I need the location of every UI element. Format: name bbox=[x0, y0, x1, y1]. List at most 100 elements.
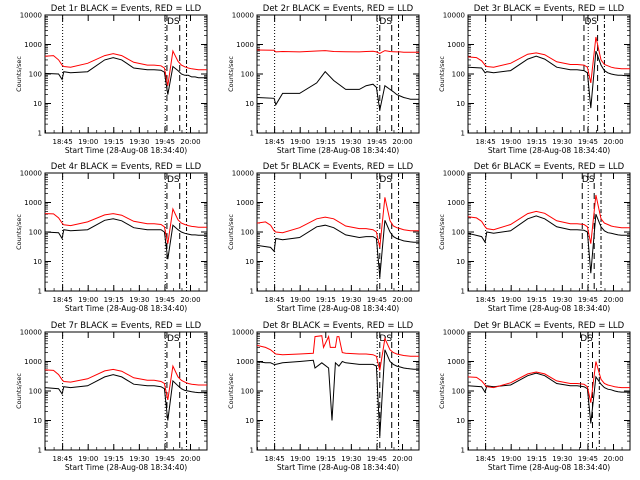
y-tick-label: 10000 bbox=[20, 170, 42, 178]
y-tick-label: 1000 bbox=[236, 199, 254, 207]
x-tick-label: 19:30 bbox=[552, 455, 572, 463]
x-tick-label: 19:00 bbox=[290, 455, 310, 463]
x-tick-label: 18:45 bbox=[476, 138, 496, 146]
x-tick-label: 19:15 bbox=[527, 455, 547, 463]
events-series-line bbox=[44, 57, 207, 95]
y-tick-label: 1 bbox=[250, 288, 254, 296]
y-tick-label: 10 bbox=[456, 100, 465, 108]
x-axis-label: Start Time (28-Aug-08 18:34:40) bbox=[65, 463, 187, 472]
y-tick-label: 100 bbox=[29, 388, 42, 396]
plot-panel-4: Det 4r BLACK = Events, RED = LLD 1 10 100 10… bbox=[15, 162, 208, 313]
y-tick-label: 1000 bbox=[24, 199, 42, 207]
plot-panel-1: Det 1r BLACK = Events, RED = LLD 1 10 100 10… bbox=[15, 4, 208, 155]
x-tick-label: 20:00 bbox=[603, 296, 623, 304]
y-tick-label: 1 bbox=[38, 447, 42, 455]
x-tick-label: 20:00 bbox=[603, 138, 623, 146]
y-tick-label: 10 bbox=[245, 258, 254, 266]
x-tick-label: 20:00 bbox=[603, 455, 623, 463]
x-tick-label: 20:00 bbox=[392, 138, 412, 146]
x-tick-label: 18:45 bbox=[476, 296, 496, 304]
y-tick-label: 10 bbox=[456, 258, 465, 266]
x-tick-label: 19:45 bbox=[367, 455, 387, 463]
y-tick-label: 10000 bbox=[443, 170, 465, 178]
y-tick-label: 1 bbox=[461, 288, 465, 296]
x-tick-label: 19:00 bbox=[78, 138, 98, 146]
y-axis-label: Counts/sec bbox=[15, 214, 23, 250]
y-tick-label: 1000 bbox=[24, 358, 42, 366]
x-axis-label: Start Time (28-Aug-08 18:34:40) bbox=[277, 146, 399, 155]
x-tick-label: 19:15 bbox=[527, 296, 547, 304]
x-tick-label: 19:45 bbox=[155, 296, 175, 304]
y-tick-label: 10 bbox=[33, 100, 42, 108]
x-tick-label: 19:15 bbox=[316, 455, 336, 463]
y-tick-label: 10000 bbox=[232, 329, 254, 337]
x-tick-label: 19:30 bbox=[129, 455, 149, 463]
y-tick-label: 1000 bbox=[236, 358, 254, 366]
y-tick-label: 10000 bbox=[232, 170, 254, 178]
plot-panel-5: Det 5r BLACK = Events, RED = LLD 1 10 100 10… bbox=[227, 162, 420, 313]
lld-series-line bbox=[44, 207, 207, 244]
y-tick-label: 100 bbox=[29, 71, 42, 79]
x-tick-label: 18:45 bbox=[53, 138, 73, 146]
x-tick-label: 18:45 bbox=[476, 455, 496, 463]
events-series-line bbox=[256, 220, 419, 277]
x-axis-label: Start Time (28-Aug-08 18:34:40) bbox=[488, 463, 610, 472]
y-tick-label: 1000 bbox=[24, 41, 42, 49]
x-tick-label: 19:30 bbox=[552, 138, 572, 146]
x-tick-label: 19:15 bbox=[316, 296, 336, 304]
y-tick-label: 1000 bbox=[447, 358, 465, 366]
y-tick-label: 10000 bbox=[443, 329, 465, 337]
x-axis-label: Start Time (28-Aug-08 18:34:40) bbox=[488, 304, 610, 313]
x-tick-label: 20:00 bbox=[392, 296, 412, 304]
x-tick-label: 19:00 bbox=[501, 296, 521, 304]
y-axis-label: Counts/sec bbox=[438, 214, 446, 250]
plot-title: Det 3r BLACK = Events, RED = LLD bbox=[474, 4, 625, 14]
plot-frame bbox=[256, 14, 420, 134]
events-series-line bbox=[467, 50, 630, 109]
events-series-line bbox=[256, 349, 419, 436]
x-tick-label: 19:45 bbox=[155, 455, 175, 463]
plot-title: Det 7r BLACK = Events, RED = LLD bbox=[51, 321, 202, 331]
x-tick-label: 19:00 bbox=[290, 138, 310, 146]
x-tick-label: 19:30 bbox=[129, 296, 149, 304]
x-tick-label: 19:00 bbox=[78, 455, 98, 463]
x-tick-label: 19:45 bbox=[155, 138, 175, 146]
x-tick-label: 19:45 bbox=[578, 455, 598, 463]
x-tick-label: 19:15 bbox=[104, 138, 124, 146]
plot-panel-7: Det 7r BLACK = Events, RED = LLD 1 10 100 10… bbox=[15, 321, 208, 472]
x-tick-label: 19:45 bbox=[578, 296, 598, 304]
x-tick-label: 19:15 bbox=[527, 138, 547, 146]
y-axis-label: Counts/sec bbox=[227, 214, 235, 250]
events-series-line bbox=[256, 70, 419, 111]
x-tick-label: 19:00 bbox=[78, 296, 98, 304]
plot-title: Det 6r BLACK = Events, RED = LLD bbox=[474, 162, 625, 172]
x-tick-label: 19:30 bbox=[341, 455, 361, 463]
y-axis-label: Counts/sec bbox=[15, 373, 23, 409]
events-series-line bbox=[467, 214, 630, 274]
y-tick-label: 1000 bbox=[447, 41, 465, 49]
plot-panel-9: Det 9r BLACK = Events, RED = LLD 1 10 100 10… bbox=[438, 321, 631, 472]
ds-label: DS bbox=[167, 334, 180, 344]
y-tick-label: 10000 bbox=[232, 12, 254, 20]
lld-series-line bbox=[256, 197, 419, 248]
y-tick-label: 100 bbox=[452, 229, 465, 237]
x-tick-label: 19:15 bbox=[104, 296, 124, 304]
ds-label: DS bbox=[379, 17, 392, 27]
y-axis-label: Counts/sec bbox=[227, 56, 235, 92]
x-tick-label: 19:00 bbox=[501, 455, 521, 463]
ds-label: DS bbox=[167, 17, 180, 27]
y-tick-label: 1000 bbox=[447, 199, 465, 207]
x-tick-label: 19:30 bbox=[341, 296, 361, 304]
plot-panel-6: Det 6r BLACK = Events, RED = LLD 1 10 100 10… bbox=[438, 162, 631, 313]
plot-title: Det 8r BLACK = Events, RED = LLD bbox=[263, 321, 414, 331]
y-tick-label: 1000 bbox=[236, 41, 254, 49]
y-tick-label: 1 bbox=[461, 447, 465, 455]
lld-series-line bbox=[44, 49, 207, 86]
x-tick-label: 19:15 bbox=[104, 455, 124, 463]
plot-title: Det 9r BLACK = Events, RED = LLD bbox=[474, 321, 625, 331]
y-tick-label: 10 bbox=[33, 258, 42, 266]
y-tick-label: 100 bbox=[452, 388, 465, 396]
plot-title: Det 5r BLACK = Events, RED = LLD bbox=[263, 162, 414, 172]
x-tick-label: 19:45 bbox=[367, 138, 387, 146]
